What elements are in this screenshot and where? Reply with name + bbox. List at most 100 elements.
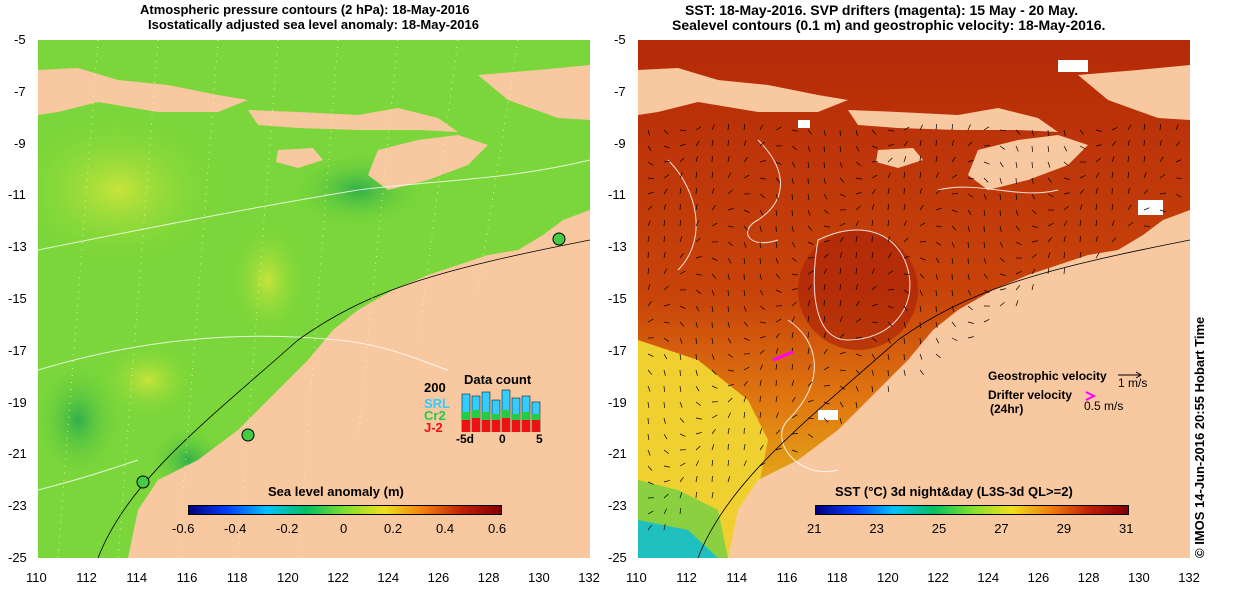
velocity-arrow <box>791 273 798 276</box>
velocity-arrow <box>791 257 798 262</box>
velocity-arrow <box>871 145 878 149</box>
velocity-arrow <box>791 209 793 217</box>
velocity-arrow <box>695 140 700 147</box>
velocity-arrow <box>711 188 715 195</box>
left-lon-tick: 120 <box>277 570 299 585</box>
data-count-ymax: 200 <box>424 380 446 395</box>
left-colorbar <box>188 505 502 515</box>
velocity-arrow <box>839 222 846 227</box>
velocity-arrow <box>663 204 666 211</box>
velocity-arrow <box>887 252 892 259</box>
velocity-arrow <box>1015 271 1022 275</box>
velocity-arrow <box>663 401 665 409</box>
velocity-arrow <box>823 225 830 228</box>
velocity-arrow <box>791 145 797 150</box>
right-lon-tick: 116 <box>776 570 798 585</box>
velocity-arrow <box>663 252 666 259</box>
velocity-arrow <box>679 321 685 327</box>
velocity-arrow <box>727 172 732 179</box>
velocity-arrow <box>727 397 733 403</box>
velocity-arrow <box>951 337 958 342</box>
velocity-arrow <box>1047 268 1050 275</box>
left-lon-tick: 116 <box>176 570 198 585</box>
velocity-arrow <box>743 321 749 327</box>
velocity-arrow <box>855 318 862 323</box>
velocity-arrow <box>743 366 750 371</box>
velocity-arrow <box>887 157 893 163</box>
velocity-arrow <box>1031 284 1034 291</box>
velocity-arrow <box>871 204 875 211</box>
velocity-arrow <box>919 188 923 195</box>
velocity-arrow <box>1031 240 1038 243</box>
velocity-arrow <box>727 412 731 419</box>
velocity-arrow <box>679 353 682 360</box>
velocity-arrow <box>711 289 715 296</box>
velocity-arrow <box>935 207 942 211</box>
velocity-arrow <box>791 241 796 248</box>
velocity-arrow <box>775 257 779 264</box>
velocity-arrow <box>759 321 766 324</box>
velocity-arrow <box>807 433 814 438</box>
velocity-arrow <box>775 126 782 131</box>
velocity-arrow <box>695 401 702 406</box>
velocity-arrow <box>759 364 763 371</box>
right-title-line1: SST: 18-May-2016. SVP drifters (magenta)… <box>685 2 1079 18</box>
velocity-arrow <box>1159 192 1166 195</box>
velocity-arrow <box>951 174 958 179</box>
right-lon-tick: 122 <box>927 570 949 585</box>
velocity-arrow <box>727 353 734 358</box>
velocity-arrow <box>791 301 797 307</box>
left-lon-tick: 132 <box>578 570 600 585</box>
velocity-arrow <box>807 300 811 307</box>
velocity-arrow <box>887 236 891 243</box>
velocity-arrow <box>807 161 810 168</box>
velocity-arrow <box>791 193 793 201</box>
velocity-arrow <box>935 353 941 359</box>
velocity-arrow <box>1095 252 1100 259</box>
velocity-arrow <box>823 401 830 405</box>
velocity-arrow <box>695 237 701 243</box>
velocity-arrow <box>743 241 747 248</box>
velocity-arrow <box>855 145 860 152</box>
velocity-arrow <box>1063 267 1065 275</box>
left-colorbar-tick: 0.2 <box>384 521 403 536</box>
velocity-arrow <box>807 348 810 355</box>
velocity-arrow <box>743 289 746 296</box>
velocity-arrow <box>647 191 654 195</box>
velocity-arrow <box>951 225 957 231</box>
velocity-arrow <box>839 193 846 197</box>
velocity-arrow <box>823 332 827 339</box>
velocity-arrow <box>1159 140 1162 147</box>
velocity-arrow <box>839 145 842 152</box>
velocity-arrow <box>967 273 970 280</box>
velocity-arrow <box>1079 175 1086 179</box>
velocity-arrow <box>1095 172 1100 179</box>
velocity-arrow <box>647 161 654 166</box>
velocity-arrow <box>807 399 814 403</box>
velocity-arrow <box>967 193 974 198</box>
velocity-arrow <box>711 273 717 279</box>
left-lon-tick: 124 <box>377 570 400 585</box>
velocity-arrow <box>1111 127 1118 131</box>
geostrophic-scale-label: 1 m/s <box>1118 376 1148 390</box>
velocity-arrow <box>695 126 702 131</box>
velocity-arrow <box>823 177 826 184</box>
velocity-arrow <box>679 172 683 179</box>
velocity-arrow <box>775 161 782 165</box>
velocity-arrow <box>759 124 764 131</box>
velocity-arrow <box>1127 155 1129 163</box>
velocity-arrow <box>1031 177 1034 184</box>
velocity-arrow <box>695 445 701 451</box>
velocity-arrow <box>695 417 702 420</box>
velocity-arrow <box>855 191 862 195</box>
velocity-arrow <box>711 305 714 312</box>
velocity-arrow <box>855 177 862 180</box>
velocity-arrow <box>1031 225 1038 228</box>
velocity-arrow <box>743 337 750 341</box>
velocity-arrow <box>647 236 650 243</box>
velocity-arrow <box>647 481 654 485</box>
right-colorbar-tick: 23 <box>869 521 884 536</box>
left-lat-tick: -7 <box>14 83 26 99</box>
velocity-arrow <box>1095 236 1098 243</box>
velocity-arrow <box>1063 129 1066 136</box>
